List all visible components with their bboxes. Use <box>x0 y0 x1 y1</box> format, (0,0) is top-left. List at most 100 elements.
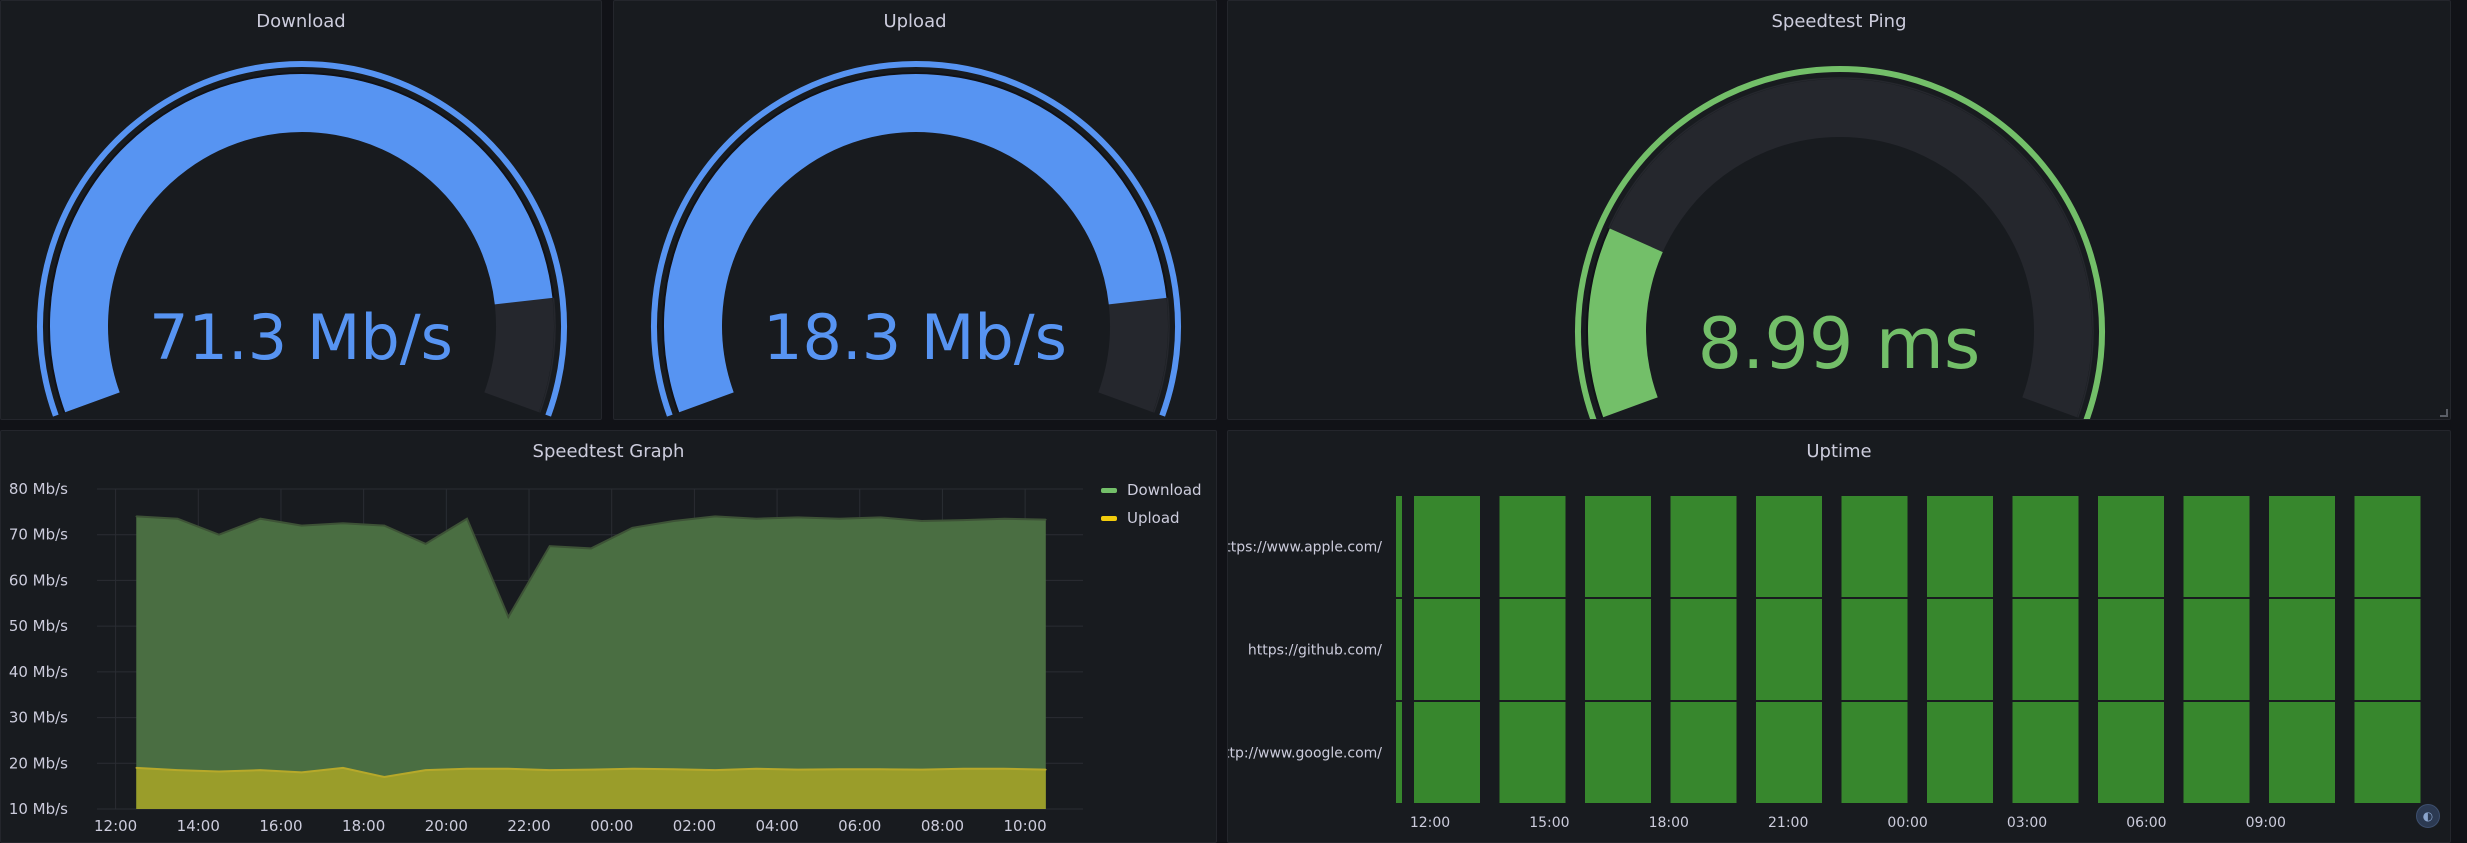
ping-panel[interactable]: Speedtest Ping 8.99 ms <box>1227 0 2451 420</box>
inner-ring-dark <box>1586 227 1610 418</box>
uptime-cell <box>1414 702 1480 803</box>
upload-point <box>590 768 592 771</box>
upload-point <box>879 768 882 771</box>
download-point <box>466 517 468 520</box>
x-tick-label: 04:00 <box>755 817 798 835</box>
y-tick-label: 10 Mb/s <box>9 800 68 818</box>
uptime-cell <box>2354 496 2421 597</box>
legend-swatch <box>1101 487 1117 493</box>
uptime-cell <box>1499 702 1566 803</box>
upload-gauge <box>651 61 1181 417</box>
uptime-panel[interactable]: Uptime https://www.apple.com/https://git… <box>1227 430 2451 843</box>
download-point <box>755 517 758 520</box>
upload-point <box>1044 768 1047 771</box>
upload-point <box>176 769 179 771</box>
upload-value: 18.3 Mb/s <box>763 301 1067 374</box>
resize-handle[interactable] <box>2440 409 2448 417</box>
inner-ring-dark <box>48 72 555 413</box>
upload-point <box>920 768 923 771</box>
x-tick-label: 10:00 <box>1004 817 1047 835</box>
uptime-cell <box>2012 599 2079 700</box>
y-tick-label: 40 Mb/s <box>9 663 68 681</box>
uptime-cell <box>1414 496 1480 597</box>
y-tick-label: 70 Mb/s <box>9 526 68 544</box>
download-area <box>136 516 1046 809</box>
ping-gauge <box>1575 66 2105 419</box>
download-point <box>714 515 716 518</box>
download-point <box>507 616 510 618</box>
uptime-cell <box>2183 496 2250 597</box>
download-point <box>672 520 675 522</box>
uptime-cell <box>1927 496 1993 597</box>
x-tick-label: 08:00 <box>921 817 964 835</box>
upload-point <box>631 767 634 770</box>
threshold-arc <box>1575 66 2105 419</box>
upload-panel[interactable]: Upload 18.3 Mb/s <box>613 0 1217 420</box>
upload-point <box>507 767 510 770</box>
uptime-cell <box>1927 702 1993 803</box>
uptime-x-tick: 00:00 <box>1887 815 1927 831</box>
upload-point <box>218 770 220 773</box>
upload-point <box>135 767 138 769</box>
uptime-cell <box>1841 702 1908 803</box>
download-point <box>548 545 551 547</box>
uptime-cell <box>1756 599 1822 700</box>
gauge-fill <box>1588 228 1664 418</box>
chart-legend: Download Upload <box>1101 476 1202 532</box>
panel-title: Speedtest Graph <box>532 441 685 462</box>
upload-point <box>300 771 303 774</box>
uptime-cell <box>2269 599 2335 700</box>
upload-point <box>796 768 799 771</box>
download-point <box>176 517 179 520</box>
panel-title: Download <box>256 11 346 32</box>
download-gauge <box>37 61 567 417</box>
upload-point <box>962 767 964 770</box>
assistant-icon[interactable]: ◐ <box>2416 804 2440 828</box>
uptime-cell <box>2183 702 2250 803</box>
uptime-cell <box>1396 599 1402 700</box>
upload-point <box>548 769 551 771</box>
upload-point <box>838 768 840 771</box>
y-tick-label: 30 Mb/s <box>9 709 68 727</box>
ping-value: 8.99 ms <box>1697 303 1981 385</box>
y-tick-label: 20 Mb/s <box>9 754 68 772</box>
panel-title: Upload <box>883 11 947 32</box>
uptime-row-label: https://www.apple.com/ <box>1228 540 1382 556</box>
upload-point <box>755 767 758 770</box>
uptime-cell <box>2269 496 2335 597</box>
upload-point <box>466 767 468 770</box>
x-tick-label: 18:00 <box>342 817 385 835</box>
uptime-cell <box>2098 599 2164 700</box>
x-tick-label: 14:00 <box>177 817 220 835</box>
download-point <box>879 516 882 519</box>
legend-item-upload[interactable]: Upload <box>1101 504 1202 532</box>
uptime-x-tick: 15:00 <box>1529 815 1569 831</box>
uptime-x-tick: 06:00 <box>2126 815 2166 831</box>
uptime-row-label: http://www.google.com/ <box>1228 746 1382 762</box>
download-point <box>135 515 138 518</box>
y-tick-label: 50 Mb/s <box>9 617 68 635</box>
upload-point <box>1003 767 1006 770</box>
uptime-cell <box>2012 496 2079 597</box>
x-tick-label: 00:00 <box>590 817 633 835</box>
uptime-x-tick: 03:00 <box>2007 815 2047 831</box>
uptime-cell <box>2098 702 2164 803</box>
download-point <box>300 524 303 527</box>
download-panel[interactable]: Download 71.3 Mb/s <box>0 0 602 420</box>
uptime-cell <box>1585 496 1651 597</box>
y-tick-label: 60 Mb/s <box>9 571 68 589</box>
uptime-cell <box>1585 702 1651 803</box>
download-point <box>1003 517 1006 520</box>
upload-area <box>136 767 1046 809</box>
x-tick-label: 22:00 <box>507 817 550 835</box>
speedtest-graph-panel[interactable]: Speedtest Graph 10 Mb/s 20 Mb/s 30 Mb/s 40 … <box>0 430 1217 843</box>
uptime-cell <box>2098 496 2164 597</box>
legend-item-download[interactable]: Download <box>1101 476 1202 504</box>
download-point <box>838 517 840 520</box>
uptime-cell <box>1396 496 1402 597</box>
x-tick-label: 20:00 <box>425 817 468 835</box>
download-point <box>342 522 344 525</box>
uptime-cell <box>1499 496 1566 597</box>
uptime-cell <box>1841 599 1908 700</box>
download-point <box>920 520 923 522</box>
